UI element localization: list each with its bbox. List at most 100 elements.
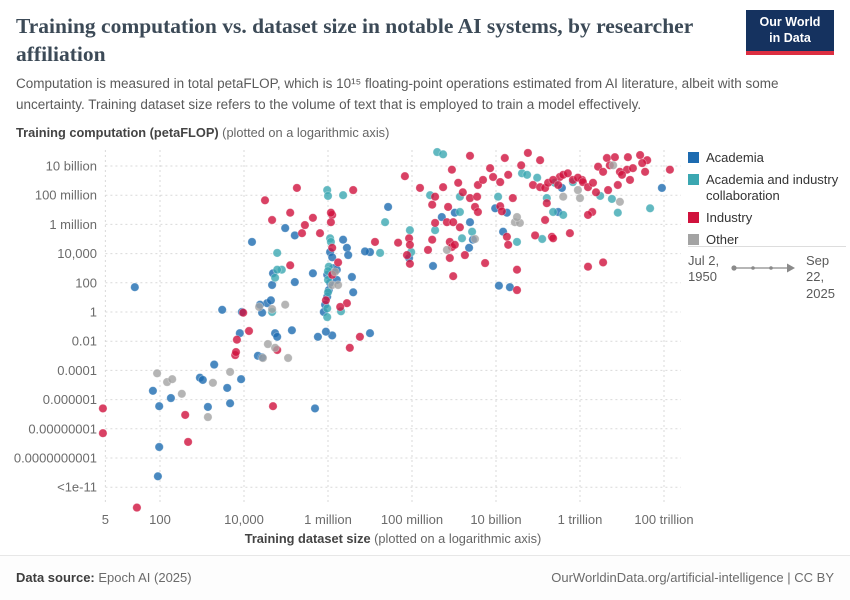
scatter-point[interactable]	[558, 210, 568, 220]
scatter-point[interactable]	[342, 298, 352, 308]
scatter-point[interactable]	[405, 259, 415, 269]
scatter-point[interactable]	[565, 228, 575, 238]
scatter-point[interactable]	[348, 287, 358, 297]
scatter-point[interactable]	[598, 257, 608, 267]
scatter-point[interactable]	[591, 187, 601, 197]
scatter-point[interactable]	[428, 261, 438, 271]
scatter-point[interactable]	[494, 281, 504, 291]
scatter-point[interactable]	[448, 271, 458, 281]
scatter-point[interactable]	[270, 343, 280, 353]
scatter-point[interactable]	[327, 252, 337, 262]
scatter-point[interactable]	[283, 353, 293, 363]
scatter-point[interactable]	[548, 207, 558, 217]
scatter-point[interactable]	[225, 398, 235, 408]
scatter-point[interactable]	[180, 410, 190, 420]
scatter-point[interactable]	[458, 187, 468, 197]
scatter-point[interactable]	[348, 185, 358, 195]
scatter-point[interactable]	[537, 234, 547, 244]
scatter-point[interactable]	[447, 165, 457, 175]
scatter-point[interactable]	[535, 155, 545, 165]
scatter-point[interactable]	[563, 168, 573, 178]
scatter-point[interactable]	[453, 178, 463, 188]
scatter-point[interactable]	[232, 335, 242, 345]
scatter-point[interactable]	[321, 295, 331, 305]
owid-logo[interactable]: Our World in Data	[746, 10, 834, 56]
scatter-point[interactable]	[500, 153, 510, 163]
scatter-point[interactable]	[290, 277, 300, 287]
scatter-point[interactable]	[603, 185, 613, 195]
scatter-point[interactable]	[375, 248, 385, 258]
scatter-point[interactable]	[430, 218, 440, 228]
scatter-point[interactable]	[247, 237, 257, 247]
scatter-point[interactable]	[225, 367, 235, 377]
scatter-point[interactable]	[98, 428, 108, 438]
scatter-point[interactable]	[266, 295, 276, 305]
scatter-point[interactable]	[322, 312, 332, 322]
scatter-point[interactable]	[268, 401, 278, 411]
scatter-point[interactable]	[438, 182, 448, 192]
scatter-point[interactable]	[502, 232, 512, 242]
scatter-point[interactable]	[272, 265, 282, 275]
legend-item-1[interactable]: Academia and industry collaboration	[688, 172, 848, 204]
scatter-point[interactable]	[443, 202, 453, 212]
scatter-point[interactable]	[280, 300, 290, 310]
scatter-point[interactable]	[512, 285, 522, 295]
scatter-point[interactable]	[578, 177, 588, 187]
scatter-point[interactable]	[430, 192, 440, 202]
scatter-point[interactable]	[355, 332, 365, 342]
scatter-point[interactable]	[393, 238, 403, 248]
scatter-point[interactable]	[460, 250, 470, 260]
scatter-point[interactable]	[480, 258, 490, 268]
scatter-point[interactable]	[308, 213, 318, 223]
scatter-point[interactable]	[640, 167, 650, 177]
scatter-point[interactable]	[523, 148, 533, 158]
scatter-point[interactable]	[323, 287, 333, 297]
scatter-point[interactable]	[198, 375, 208, 385]
scatter-point[interactable]	[310, 403, 320, 413]
scatter-point[interactable]	[260, 195, 270, 205]
scatter-point[interactable]	[183, 437, 193, 447]
scatter-point[interactable]	[322, 303, 332, 313]
scatter-point[interactable]	[222, 383, 232, 393]
scatter-point[interactable]	[540, 215, 550, 225]
scatter-point[interactable]	[503, 240, 513, 250]
scatter-point[interactable]	[338, 235, 348, 245]
scatter-point[interactable]	[423, 245, 433, 255]
scatter-point[interactable]	[400, 171, 410, 181]
scatter-point[interactable]	[272, 332, 282, 342]
legend-item-2[interactable]: Industry	[688, 210, 848, 226]
scatter-point[interactable]	[617, 170, 627, 180]
scatter-point[interactable]	[272, 248, 282, 258]
scatter-point[interactable]	[542, 198, 552, 208]
scatter-point[interactable]	[665, 165, 675, 175]
scatter-point[interactable]	[326, 208, 336, 218]
scatter-point[interactable]	[345, 343, 355, 353]
scatter-point[interactable]	[503, 170, 513, 180]
scatter-point[interactable]	[455, 207, 465, 217]
scatter-point[interactable]	[427, 235, 437, 245]
scatter-point[interactable]	[623, 152, 633, 162]
scatter-point[interactable]	[583, 210, 593, 220]
scatter-point[interactable]	[280, 223, 290, 233]
scatter-point[interactable]	[497, 206, 507, 216]
scatter-point[interactable]	[588, 178, 598, 188]
legend-item-0[interactable]: Academia	[688, 150, 848, 166]
scatter-point[interactable]	[608, 160, 618, 170]
scatter-point[interactable]	[335, 302, 345, 312]
timeline-track[interactable]	[730, 261, 802, 275]
scatter-point[interactable]	[154, 401, 164, 411]
scatter-point[interactable]	[532, 173, 542, 183]
scatter-point[interactable]	[598, 167, 608, 177]
scatter-point[interactable]	[467, 227, 477, 237]
scatter-point[interactable]	[270, 273, 280, 283]
scatter-point[interactable]	[167, 374, 177, 384]
scatter-point[interactable]	[267, 215, 277, 225]
scatter-point[interactable]	[488, 172, 498, 182]
timeline-end-arrow-icon[interactable]	[787, 263, 795, 273]
scatter-point[interactable]	[645, 203, 655, 213]
scatter-point[interactable]	[450, 240, 460, 250]
scatter-point[interactable]	[522, 170, 532, 180]
scatter-point[interactable]	[327, 243, 337, 253]
scatter-point[interactable]	[512, 265, 522, 275]
scatter-point[interactable]	[333, 280, 343, 290]
